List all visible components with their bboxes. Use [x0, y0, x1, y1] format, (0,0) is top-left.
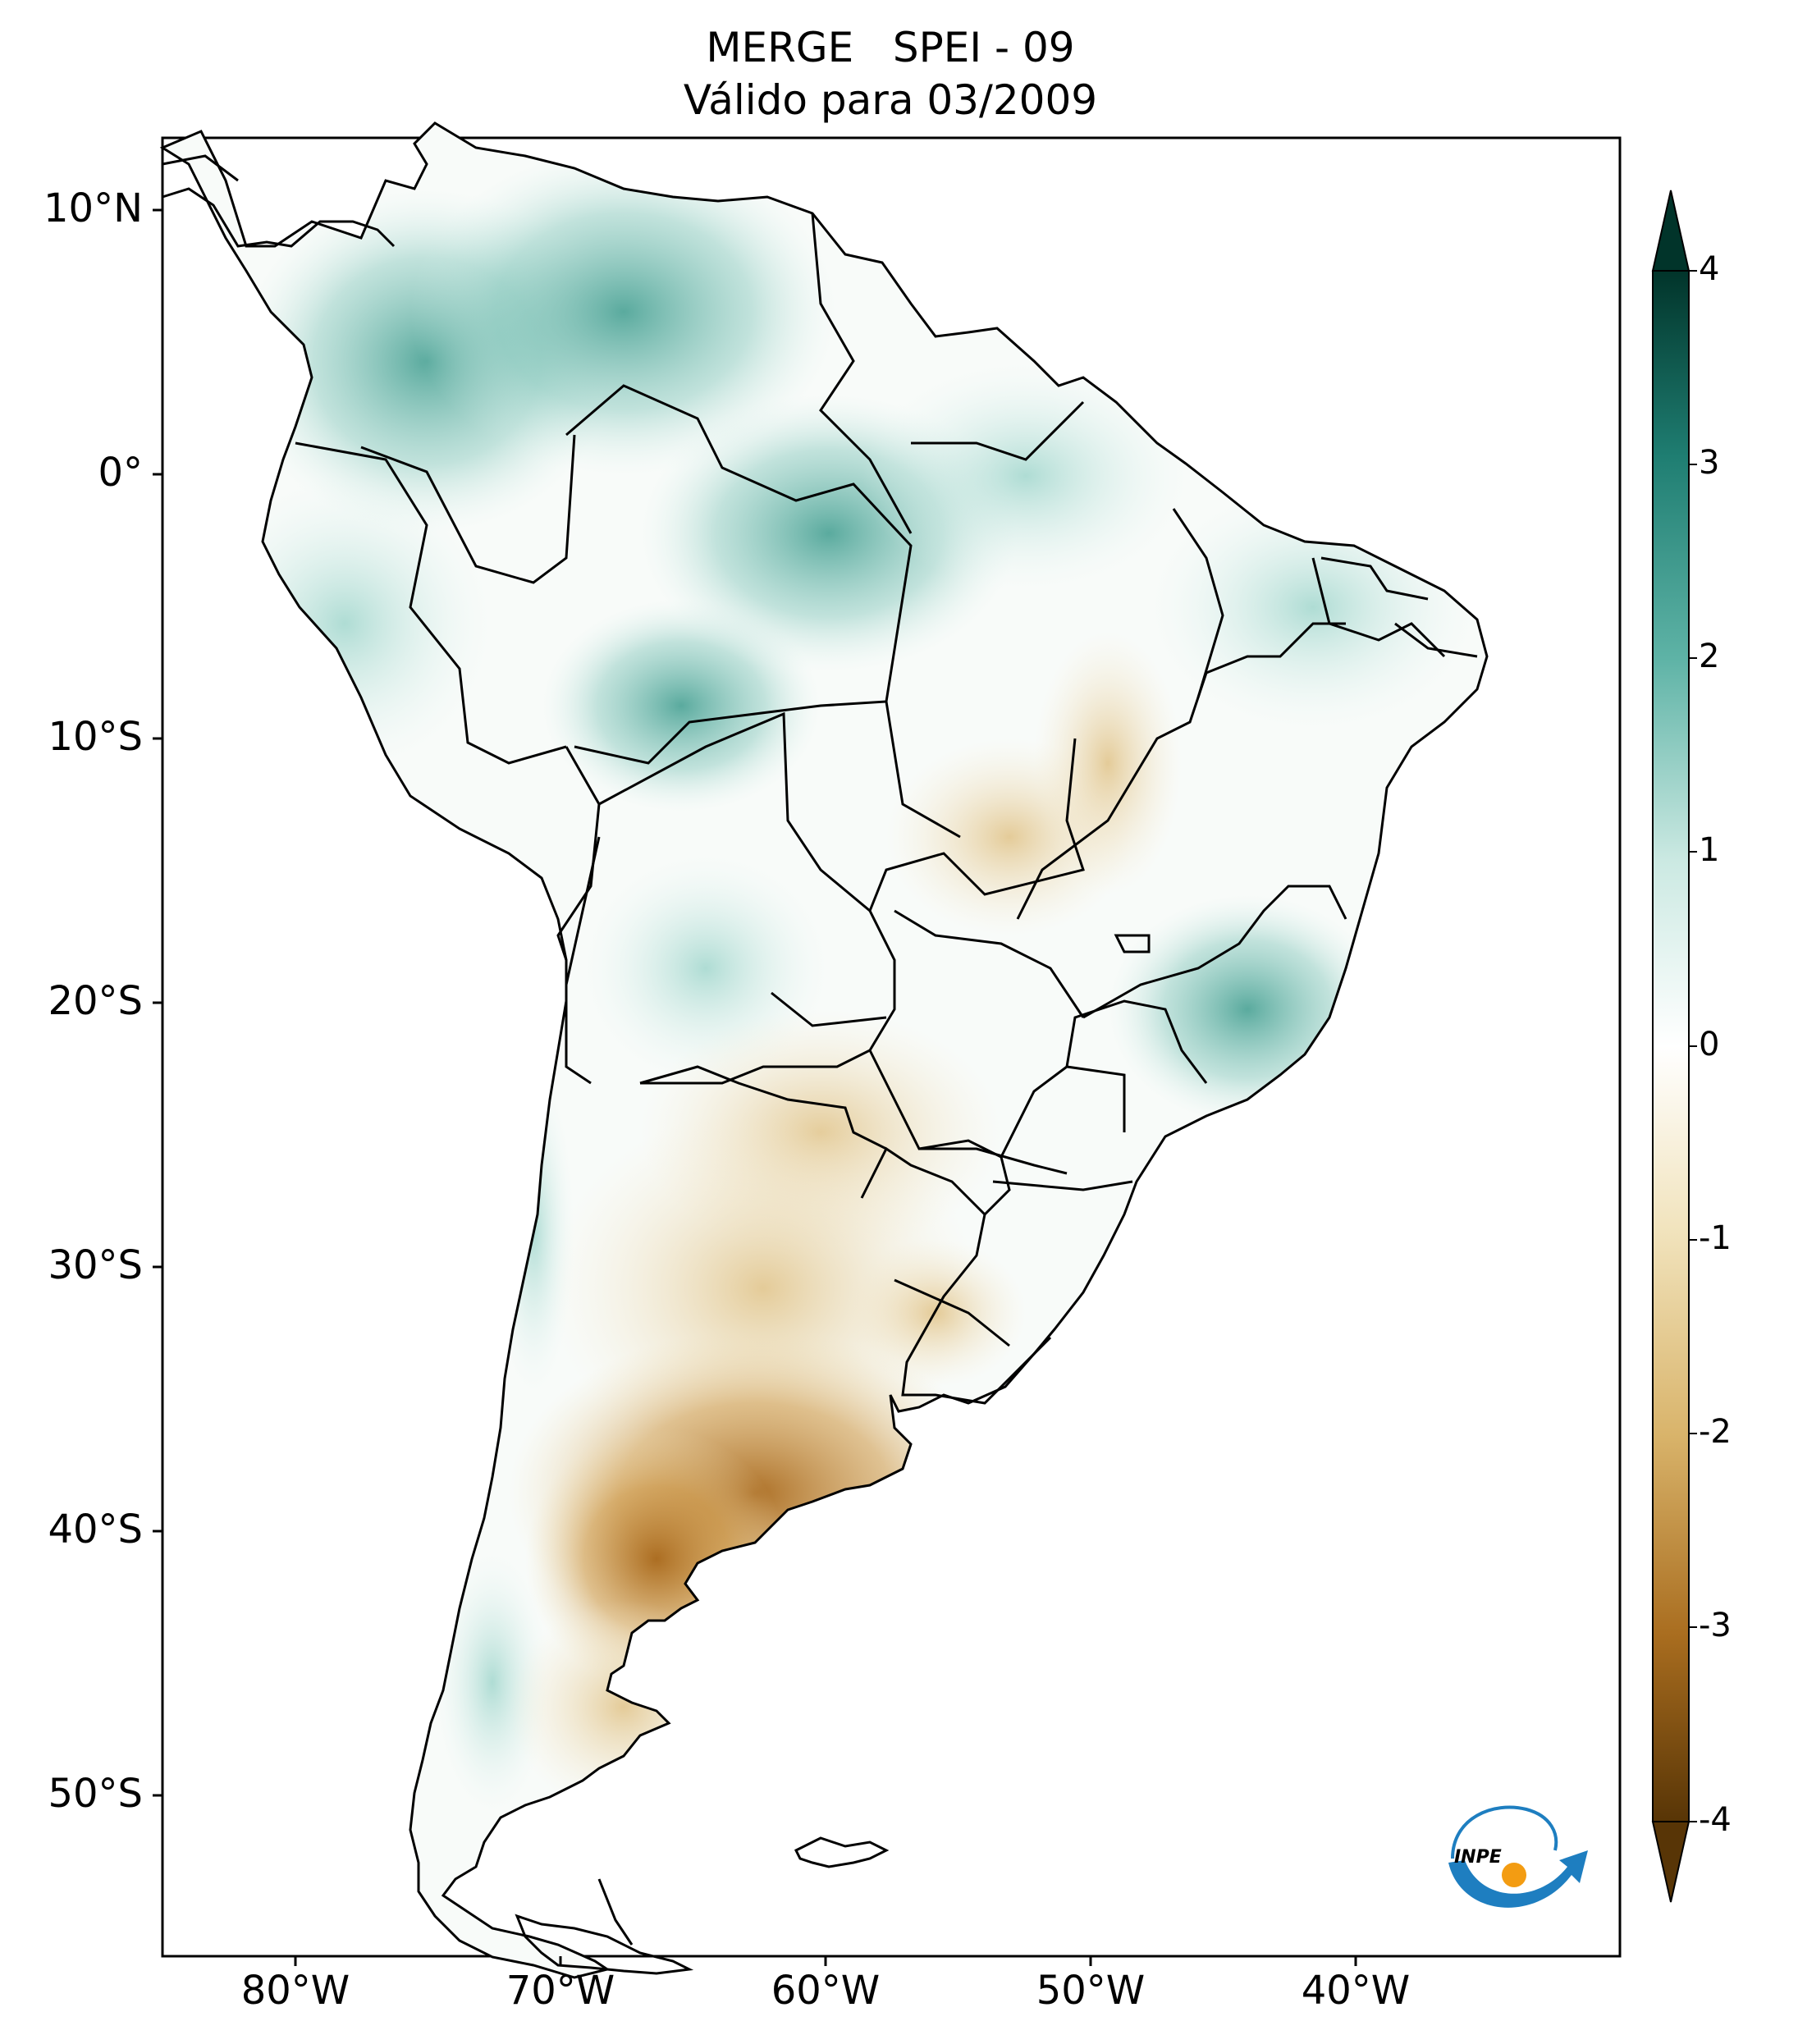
- lat-label-30s: 30°S: [48, 1242, 143, 1288]
- lat-label-10s: 10°S: [48, 714, 143, 760]
- lon-ticks: [294, 1956, 1357, 1966]
- colorbar-max-extension: [1651, 190, 1690, 272]
- colorbar-label-0: 0: [1699, 1026, 1720, 1063]
- inpe-logo: INPE: [1448, 1805, 1588, 1908]
- lat-label-20s: 20°S: [48, 978, 143, 1024]
- map-title-line1: MERGE SPEI - 09: [706, 24, 1075, 71]
- inpe-logo-text: INPE: [1454, 1847, 1502, 1868]
- colorbar-min-extension: [1651, 1821, 1690, 1903]
- lat-label-10n: 10°N: [43, 185, 143, 231]
- colorbar-label-4: 4: [1699, 250, 1720, 288]
- lon-label-80w: 80°W: [240, 1968, 350, 2014]
- colorbar-gradient: [1652, 270, 1690, 1822]
- colorbar-label-1: 1: [1699, 831, 1720, 869]
- map-title-line2: Válido para 03/2009: [683, 76, 1098, 124]
- colorbar-label-3: 3: [1699, 444, 1720, 482]
- lat-label-50s: 50°S: [48, 1771, 143, 1817]
- colorbar: [1651, 190, 1697, 1903]
- colorbar-label-2: 2: [1699, 638, 1720, 675]
- lat-label-40s: 40°S: [48, 1507, 143, 1552]
- lon-label-50w: 50°W: [1036, 1968, 1146, 2014]
- lon-label-60w: 60°W: [771, 1968, 881, 2014]
- colorbar-label-neg2: -2: [1699, 1413, 1732, 1451]
- lon-label-40w: 40°W: [1301, 1968, 1411, 2014]
- colorbar-label-neg3: -3: [1699, 1607, 1732, 1644]
- colorbar-label-neg1: -1: [1699, 1219, 1732, 1257]
- lat-label-0: 0°: [98, 450, 143, 496]
- coastline-borders: [161, 121, 1489, 1979]
- colorbar-label-neg4: -4: [1699, 1801, 1732, 1839]
- lat-ticks: [153, 208, 162, 1797]
- lon-label-70w: 70°W: [506, 1968, 615, 2014]
